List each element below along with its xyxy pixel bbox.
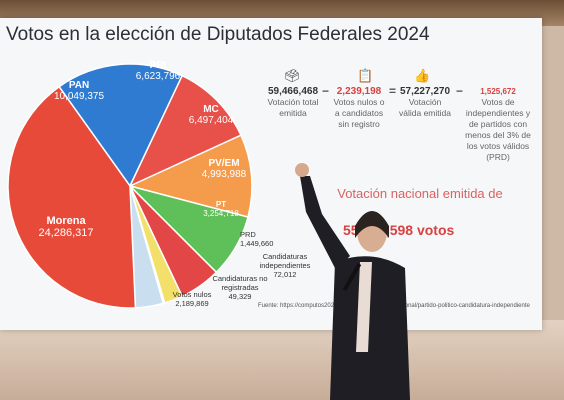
pie-label-votes: 10,049,375 [53,91,105,102]
pie-label-votes: 6,497,404 [188,115,234,126]
label-party: Votos nulos [172,290,212,299]
presenter-blouse [356,262,372,352]
label-votes: 2,189,869 [175,299,209,308]
pie-label-pt: PT 3,254,718 [196,200,246,218]
eq-menos: 1,525,672 Votos de independientes y de p… [462,86,534,163]
national-label: Votación nacional emitida de [337,186,503,201]
label-votes: 1,449,660 [240,239,274,248]
label-party: Candidaturas no registradas [212,274,268,292]
eq-menos-value: 1,525,672 [480,87,516,96]
pie-label-votes: 3,254,718 [203,209,239,218]
back-wall [0,320,564,400]
presenter-raised-arm [300,176,350,270]
pie-label-votes: 4,993,988 [201,169,247,180]
slide-title: Votos en la elección de Diputados Federa… [6,24,430,45]
eq-total-label: Votación total emitida [267,97,319,118]
pie-label-party: PV/EM [208,158,240,169]
label-votes: 49,329 [228,292,252,301]
eq-valida: 57,227,270 Votación válida emitida [398,86,452,119]
label-votos-nulos: Votos nulos 2,189,869 [168,290,216,308]
eq-nulos-label: Votos nulos o a candidatos sin registro [333,97,385,129]
eq-valida-label: Votación válida emitida [399,97,451,118]
pie-slice-pan [58,63,184,188]
pie-label-morena: Morena 24,286,317 [26,215,106,239]
pie-label-votes: 6,623,796 [135,71,181,82]
label-votes: 72,012 [273,270,297,279]
thumbs-up-icon: 👍 [414,68,431,83]
label-party: Candidaturas independientes [259,252,311,270]
pie-slice-mc [127,134,253,218]
ballot-box-icon: 🗳 [284,68,301,83]
pie-label-pvem: PV/EM 4,993,988 [194,158,254,180]
pie-label-party: PT [215,200,227,209]
pie-label-party: MC [203,104,219,115]
eq-nulos-value: 2,239,198 [336,86,382,97]
presenter-body [330,256,410,400]
pie-label-mc: MC 6,497,404 [182,104,240,126]
pie-slice-morena [7,85,137,309]
presenter-hand [295,163,309,177]
eq-total-value: 59,466,468 [267,86,319,97]
microphone [342,263,362,291]
projection-screen: Votos en la elección de Diputados Federa… [0,18,542,330]
presenter-hair [355,211,389,238]
eq-valida-value: 57,227,270 [399,86,451,97]
pie-label-votes: 24,286,317 [38,227,94,239]
minus-sign: − [322,84,330,98]
eq-total: 59,466,468 Votación total emitida [262,86,324,119]
pie-label-party: Morena [46,215,86,227]
label-no-registradas: Candidaturas no registradas 49,329 [204,274,276,301]
pie-label-party: PRI [149,60,167,71]
label-party: PRD [240,230,256,239]
eq-menos-label: Votos de independientes y de partidos co… [465,97,531,162]
pie-slice-pri [128,74,242,188]
pie-label-party: PAN [68,80,90,91]
eq-nulos: 2,239,198 Votos nulos o a candidatos sin… [331,86,387,130]
pie-chart [7,63,253,309]
minus-sign-2: − [456,84,464,98]
pie-label-pan: PAN 10,049,375 [44,80,114,102]
pie-label-pri: PRI 6,623,796 [128,60,188,82]
invalid-ballot-icon: 📋 [357,68,374,83]
equals-sign: = [389,84,397,98]
label-prd: PRD 1,449,660 [240,230,290,248]
label-independientes: Candidaturas independientes 72,012 [248,252,322,279]
